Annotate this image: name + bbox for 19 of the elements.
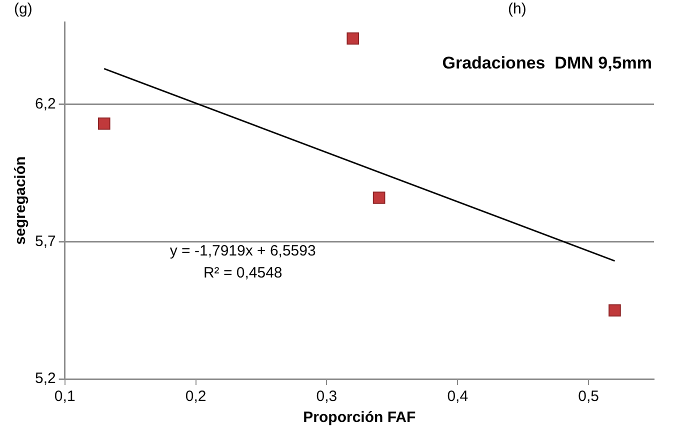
text: (h)	[508, 0, 526, 18]
x-tick-label: 0,4	[447, 388, 468, 406]
y-tick-label: 5,2	[34, 370, 56, 388]
point	[346, 32, 360, 45]
x-tick-label: 0,1	[54, 388, 76, 406]
y-axis-title: segregación	[12, 156, 30, 245]
point	[98, 117, 110, 130]
point	[608, 304, 621, 317]
x-tick-label: 0,2	[185, 388, 206, 406]
annotation: y = -1,7919x + 6,5593	[170, 242, 316, 260]
x-axis-title: Proporción FAF	[303, 409, 416, 426]
x-tick-label: 0,5	[578, 388, 599, 406]
text: Gradaciones DMN 9,5mm	[442, 54, 652, 73]
point	[372, 192, 386, 204]
x-tick-label: 0,3	[316, 388, 338, 406]
text: (g)	[14, 0, 32, 18]
annotation: R² = 0,4548	[203, 264, 282, 282]
y-tick-label: 5,7	[34, 232, 56, 250]
y-tick-label: 6,2	[34, 96, 56, 113]
